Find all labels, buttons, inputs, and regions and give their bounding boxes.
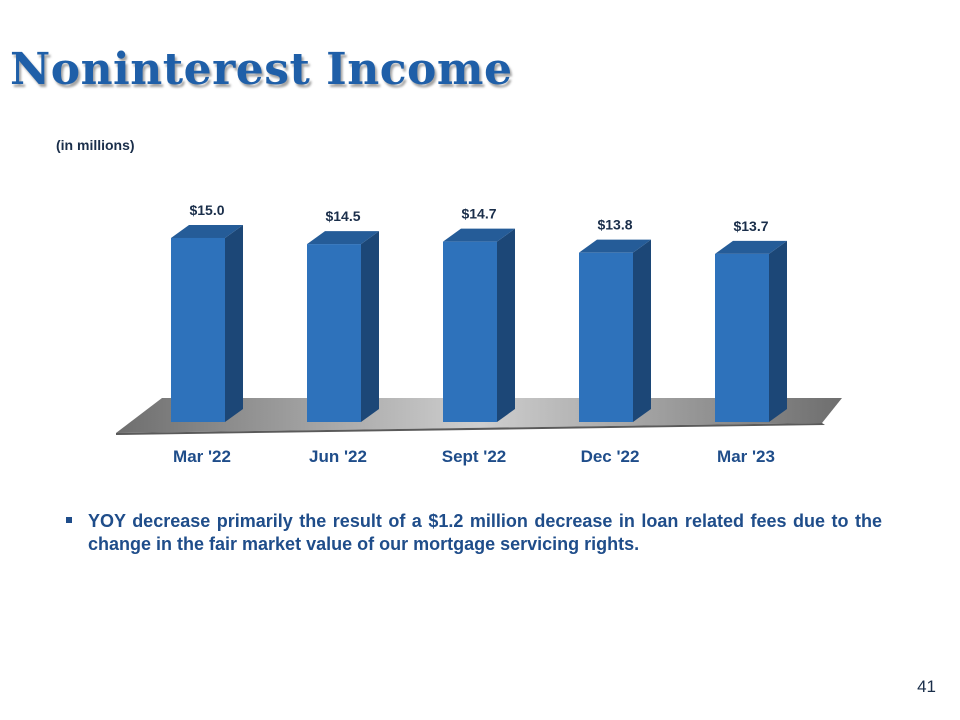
bar — [171, 224, 243, 422]
bar-chart: $15.0 $14.5 $14.7 $13.8 $13.7 Mar '22 Jun '22… — [116, 202, 842, 466]
bar-front — [443, 241, 497, 422]
bullet-note: YOY decrease primarily the result of a $… — [66, 510, 882, 556]
bar-top — [307, 231, 379, 245]
bar — [443, 228, 515, 422]
bar-top — [443, 228, 515, 242]
data-label: $14.5 — [325, 208, 360, 224]
category-labels-group: Mar '22 Jun '22 Sept '22 Dec '22 Mar '23 — [173, 447, 775, 466]
bullet-text: YOY decrease primarily the result of a $… — [88, 511, 882, 554]
category-label: Sept '22 — [442, 447, 507, 466]
bar-front — [579, 252, 633, 422]
bar-side — [633, 239, 651, 422]
category-label: Mar '23 — [717, 447, 775, 466]
page-title: Noninterest Income — [10, 44, 513, 95]
category-label: Jun '22 — [309, 447, 367, 466]
value-labels-group: $15.0 $14.5 $14.7 $13.8 $13.7 — [189, 202, 768, 234]
bar-front — [307, 244, 361, 422]
chart-floor-edge — [116, 423, 825, 435]
units-note: (in millions) — [56, 137, 135, 153]
data-label: $13.7 — [733, 218, 768, 234]
bar-top — [171, 224, 243, 238]
bar-front — [715, 253, 769, 422]
bar-front — [171, 237, 225, 422]
category-label: Mar '22 — [173, 447, 231, 466]
data-label: $15.0 — [189, 202, 224, 218]
bar-top — [715, 240, 787, 254]
bar — [579, 239, 651, 422]
bar — [715, 240, 787, 422]
bar-side — [225, 224, 243, 422]
data-label: $14.7 — [461, 206, 496, 222]
bar-top — [579, 239, 651, 253]
bars-group — [171, 224, 787, 422]
bar — [307, 231, 379, 422]
page-number: 41 — [917, 677, 936, 696]
data-label: $13.8 — [597, 217, 632, 233]
bullet-marker — [66, 517, 72, 523]
category-label: Dec '22 — [581, 447, 640, 466]
bar-side — [361, 231, 379, 422]
bar-side — [769, 240, 787, 422]
bar-side — [497, 228, 515, 422]
